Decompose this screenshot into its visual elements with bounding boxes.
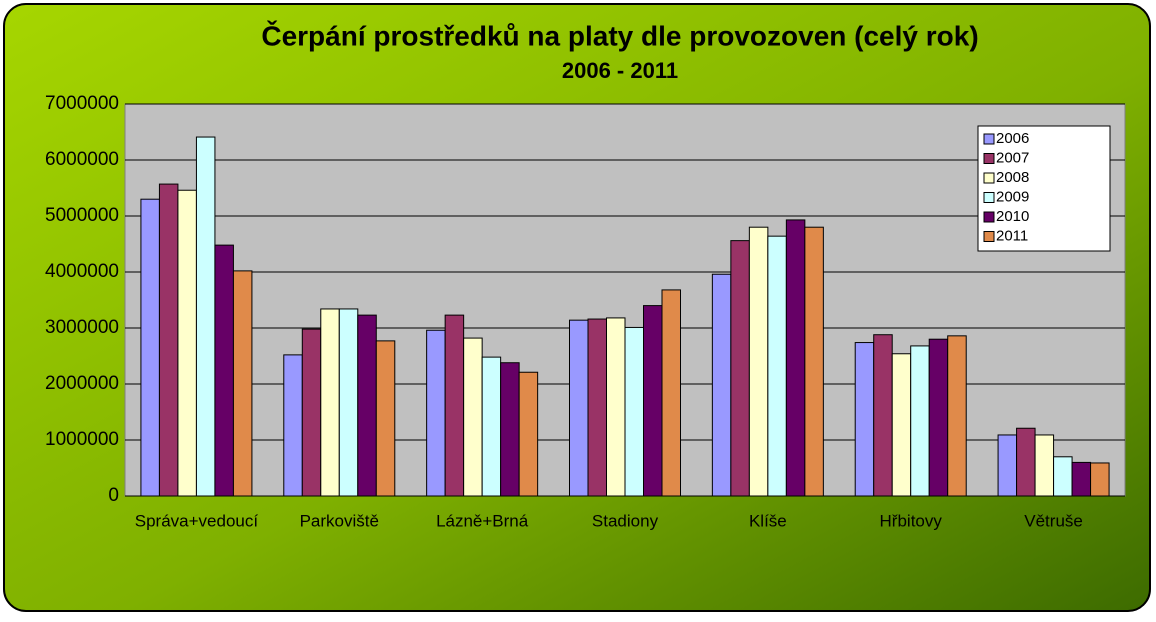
bar [569,319,589,497]
chart-subtitle: 2006 - 2011 [562,58,678,83]
bar [1053,456,1073,497]
bar [1071,461,1092,497]
chart-title: Čerpání prostředků na platy dle provozov… [261,19,978,51]
y-tick-label: 1000000 [45,429,119,450]
bar [463,337,483,497]
bar [587,318,607,497]
legend-swatch [983,172,995,184]
y-tick-label: 6000000 [45,149,119,170]
bar [804,226,824,497]
x-tick-label: Parkoviště [300,511,379,530]
legend-box [977,125,1111,252]
bar [232,270,253,497]
bar [214,244,234,497]
legend-swatch [983,133,995,145]
x-tick-label: Klíše [749,511,787,530]
bar [910,345,930,497]
legend-swatch [983,153,995,164]
bar [873,334,893,497]
bar [140,198,160,497]
x-tick-label: Větruše [1024,511,1083,530]
bar [158,183,179,497]
bar [891,353,912,497]
y-tick-label: 0 [108,485,119,506]
bar [947,335,967,497]
bar [320,308,340,497]
bar [518,371,539,497]
bar [748,226,769,497]
legend-label: 2007 [996,149,1029,166]
legend-label: 2008 [996,169,1029,186]
bar [624,326,644,497]
y-tick-label: 5000000 [45,205,119,226]
bar [767,235,787,497]
bar [195,136,216,497]
bar [1016,427,1036,497]
bar [1034,434,1055,497]
bar [854,342,875,497]
x-tick-label: Správa+vedoucí [135,511,259,530]
legend-label: 2009 [996,188,1029,205]
legend-swatch [983,211,995,223]
y-tick-label: 2000000 [45,373,119,394]
bar [928,338,949,497]
bar [357,314,377,497]
y-tick-label: 3000000 [45,317,119,338]
y-tick-label: 4000000 [45,261,119,282]
bar [711,273,732,497]
bar [338,308,359,497]
bar [785,219,806,497]
bar [500,362,520,497]
bar [643,305,663,497]
bar [426,329,446,497]
legend-swatch [983,192,995,203]
legend-label: 2011 [996,227,1028,244]
legend-label: 2010 [996,208,1029,225]
bar [375,340,396,497]
bar [1090,462,1110,497]
y-tick-label: 7000000 [45,93,119,114]
legend-swatch [983,231,995,242]
bar [301,328,322,497]
bar [481,356,502,497]
bar [177,189,197,497]
x-tick-label: Hřbitovy [880,511,943,530]
x-tick-label: Stadiony [592,511,659,530]
x-tick-label: Lázně+Brná [436,511,529,530]
bar [730,240,750,497]
bar [997,434,1018,497]
bar [606,317,626,497]
bar [661,289,681,497]
legend-label: 2006 [996,130,1029,147]
bar [444,314,465,497]
bar [283,354,303,497]
